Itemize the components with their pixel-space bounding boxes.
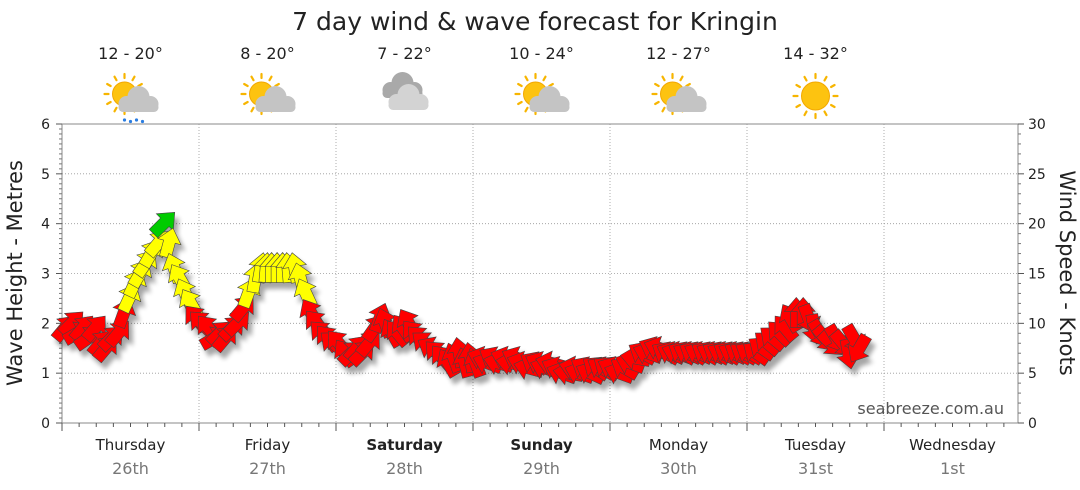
right-tick-label: 20 <box>1028 217 1046 233</box>
day-date: 26th <box>112 459 149 478</box>
sun-cloud-icon <box>514 72 570 116</box>
wind-arrows <box>50 212 872 386</box>
day-name: Wednesday <box>909 436 996 454</box>
wind-arrow <box>80 315 106 344</box>
day-date: 30th <box>660 459 697 478</box>
wind-arrow <box>847 332 872 363</box>
day-date: 29th <box>523 459 560 478</box>
temperature-range: 8 - 20° <box>240 44 294 63</box>
day-date: 28th <box>386 459 423 478</box>
right-tick-label: 30 <box>1028 117 1046 133</box>
day-date: 27th <box>249 459 286 478</box>
right-axis-title: Wind Speed - Knots <box>1055 170 1079 375</box>
sun-cloud-icon <box>651 72 707 116</box>
left-tick-label: 5 <box>41 167 50 183</box>
day-date: 31st <box>798 459 833 478</box>
left-axis-title: Wave Height - Metres <box>3 160 27 386</box>
temperature-range: 12 - 20° <box>98 44 163 63</box>
credit-text: seabreeze.com.au <box>857 399 1004 418</box>
day-labels: Thursday 26th Friday 27th Saturday 28th Sunday… <box>95 436 996 478</box>
wind-arrow <box>148 212 176 239</box>
temperature-range: 12 - 27° <box>646 44 711 63</box>
wind-arrow <box>293 278 318 310</box>
right-tick-label: 15 <box>1028 267 1046 283</box>
left-tick-label: 1 <box>41 366 50 382</box>
day-name: Tuesday <box>784 436 846 454</box>
temperature-range: 14 - 32° <box>783 44 848 63</box>
day-name: Friday <box>245 436 291 454</box>
axis-ticks: 0 1 2 3 4 5 6 0 5 10 15 20 25 30 <box>41 117 1046 432</box>
chart-title: 7 day wind & wave forecast for Kringin <box>292 7 778 36</box>
sun-cloud-rain-icon <box>103 72 159 124</box>
cloud-icon <box>382 72 429 110</box>
day-date: 1st <box>940 459 965 478</box>
day-name: Sunday <box>510 436 573 454</box>
left-tick-label: 2 <box>41 316 50 332</box>
temperature-range: 7 - 22° <box>377 44 431 63</box>
left-tick-label: 4 <box>41 217 50 233</box>
day-name: Saturday <box>366 436 443 454</box>
temperature-range: 10 - 24° <box>509 44 574 63</box>
left-tick-label: 3 <box>41 267 50 283</box>
left-tick-label: 0 <box>41 416 50 432</box>
daily-temperatures: 12 - 20° 8 - 20° 7 - 22° 10 - 24° 12 - 27° 14… <box>98 44 848 63</box>
right-tick-label: 0 <box>1028 416 1037 432</box>
day-name: Thursday <box>95 436 166 454</box>
weather-icons <box>103 72 839 124</box>
sun-cloud-icon <box>240 72 296 116</box>
sun-icon <box>792 72 839 120</box>
right-tick-label: 5 <box>1028 366 1037 382</box>
right-tick-label: 25 <box>1028 167 1046 183</box>
left-tick-label: 6 <box>41 117 50 133</box>
day-name: Monday <box>649 436 708 454</box>
right-tick-label: 10 <box>1028 316 1046 332</box>
